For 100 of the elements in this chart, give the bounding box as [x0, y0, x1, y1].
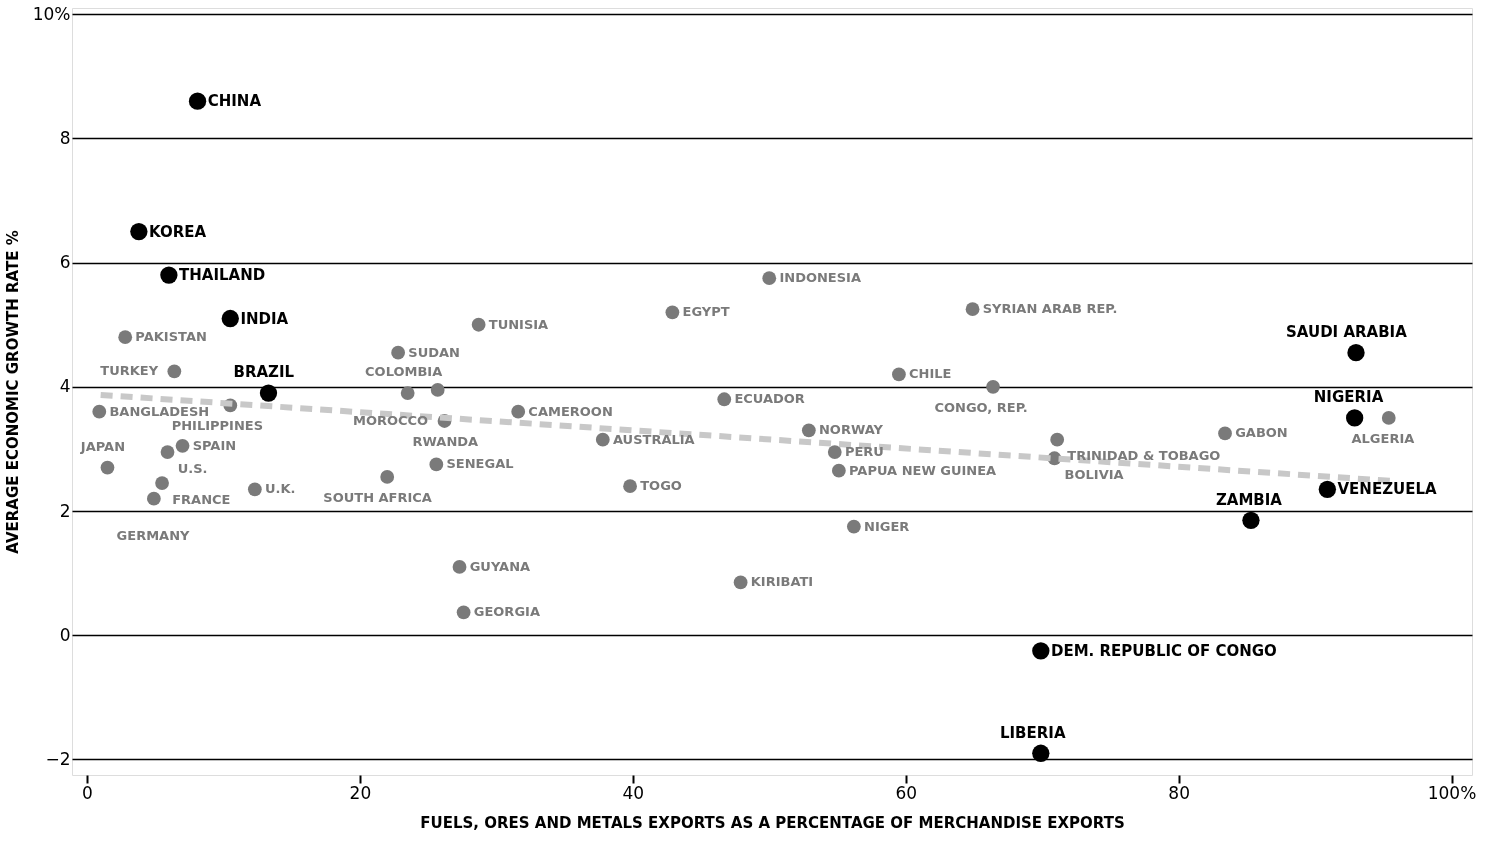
- x-tick-label: 20: [349, 782, 372, 803]
- annotation: NORWAY: [818, 422, 884, 438]
- annotation: SENEGAL: [446, 456, 514, 472]
- annotation: PERU: [844, 444, 884, 460]
- annotation: CONGO, REP.: [934, 399, 1028, 415]
- y-tick-label: 2: [59, 500, 71, 521]
- point: [733, 575, 748, 590]
- point: [391, 345, 406, 360]
- annotation: GUYANA: [469, 558, 531, 574]
- point: [511, 404, 526, 419]
- x-tick-label: 0: [82, 782, 93, 803]
- point: [247, 482, 262, 497]
- point: [1218, 426, 1232, 441]
- point: [1032, 744, 1050, 762]
- point: [92, 404, 107, 419]
- point: [892, 367, 906, 382]
- y-tick-label: 8: [59, 127, 71, 148]
- annotation: INDIA: [240, 309, 289, 328]
- annotation: SAUDI ARABIA: [1286, 322, 1408, 341]
- annotation: NIGERIA: [1313, 388, 1384, 407]
- y-axis-title: AVERAGE ECONOMIC GROWTH RATE %: [3, 230, 22, 554]
- point: [188, 92, 207, 110]
- point: [160, 445, 175, 459]
- point: [100, 460, 115, 475]
- y-tick-label: 10%: [32, 3, 71, 24]
- x-tick-label: 40: [622, 782, 645, 803]
- annotation: PHILIPPINES: [171, 418, 264, 434]
- y-tick-label: 6: [59, 252, 71, 273]
- annotation: EGYPT: [682, 304, 730, 320]
- point: [380, 470, 395, 484]
- point: [1381, 411, 1396, 425]
- annotation: SOUTH AFRICA: [323, 489, 432, 505]
- point: [221, 309, 239, 328]
- y-tick-label: 4: [59, 376, 71, 397]
- point: [430, 383, 445, 397]
- annotation: PAPUA NEW GUINEA: [849, 462, 997, 478]
- annotation: BRAZIL: [233, 363, 295, 382]
- point: [1242, 511, 1260, 530]
- point: [623, 479, 637, 494]
- point: [762, 271, 777, 286]
- point: [155, 476, 169, 490]
- annotation: JAPAN: [79, 438, 126, 454]
- annotation: BOLIVIA: [1064, 466, 1124, 482]
- point: [665, 305, 680, 320]
- point: [1032, 642, 1050, 660]
- annotation: TURKEY: [100, 363, 159, 379]
- annotation: THAILAND: [179, 266, 266, 285]
- y-tick-label: −2: [45, 748, 71, 769]
- point: [1347, 344, 1365, 362]
- annotation: AUSTRALIA: [612, 431, 695, 447]
- point: [1345, 409, 1364, 427]
- annotation: GERMANY: [116, 527, 191, 543]
- point: [175, 438, 190, 453]
- point: [1050, 432, 1065, 447]
- annotation: TRINIDAD & TOBAGO: [1067, 448, 1221, 464]
- point: [801, 423, 816, 438]
- annotation: SPAIN: [192, 437, 237, 453]
- annotation: CAMEROON: [528, 403, 613, 419]
- point: [259, 384, 278, 402]
- annotation: BANGLADESH: [109, 403, 210, 419]
- point: [429, 457, 444, 472]
- annotation: MOROCCO: [352, 413, 429, 429]
- annotation: U.K.: [264, 481, 296, 497]
- annotation: CHILE: [909, 366, 952, 382]
- annotation: ALGERIA: [1351, 430, 1415, 446]
- annotation: INDONESIA: [779, 270, 862, 286]
- point: [452, 560, 467, 574]
- point: [986, 379, 1000, 394]
- point: [717, 392, 732, 407]
- annotation: NIGER: [864, 518, 910, 534]
- point: [831, 463, 846, 478]
- annotation: SYRIAN ARAB REP.: [982, 301, 1118, 317]
- annotation: ECUADOR: [734, 391, 805, 407]
- annotation: ZAMBIA: [1215, 490, 1283, 509]
- x-tick-label: 100%: [1427, 782, 1477, 803]
- annotation: TUNISIA: [488, 316, 549, 332]
- annotation: GEORGIA: [473, 604, 540, 620]
- point: [595, 432, 610, 447]
- annotation: KIRIBATI: [750, 574, 814, 590]
- point: [167, 364, 182, 379]
- point: [1318, 480, 1337, 498]
- point: [146, 491, 161, 506]
- point: [965, 302, 980, 317]
- annotation: TOGO: [640, 478, 682, 494]
- point: [827, 445, 842, 459]
- annotation: DEM. REPUBLIC OF CONGO: [1050, 641, 1277, 660]
- annotation: RWANDA: [412, 433, 479, 449]
- annotation: COLOMBIA: [365, 364, 443, 380]
- annotation: CHINA: [207, 92, 262, 111]
- point: [118, 330, 133, 345]
- annotation: PAKISTAN: [135, 329, 207, 345]
- point: [846, 519, 861, 534]
- annotation: KOREA: [149, 222, 207, 241]
- point: [471, 317, 486, 332]
- annotation: FRANCE: [172, 491, 231, 507]
- annotation: U.S.: [177, 460, 208, 476]
- point: [456, 605, 471, 620]
- annotation: LIBERIA: [999, 723, 1066, 742]
- x-tick-label: 60: [895, 782, 918, 803]
- y-tick-label: 0: [59, 624, 71, 645]
